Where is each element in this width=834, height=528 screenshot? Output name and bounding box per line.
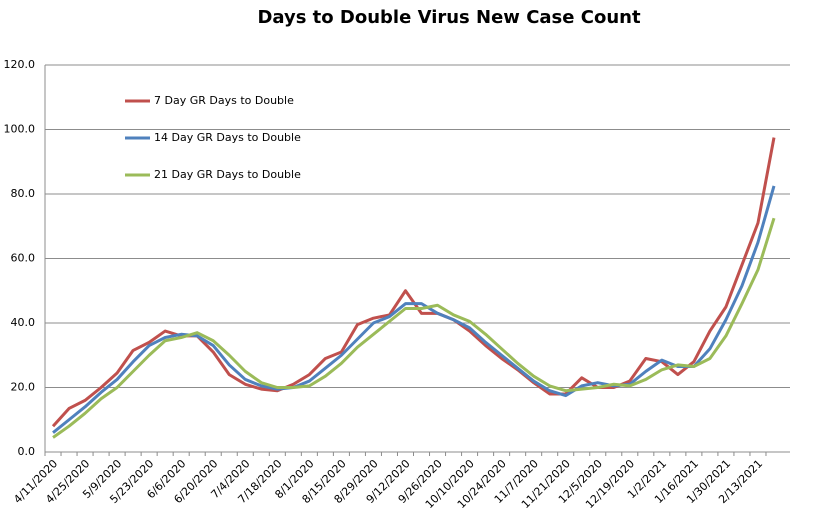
y-tick-label: 40.0 <box>11 316 36 329</box>
y-tick-label: 60.0 <box>11 252 36 265</box>
legend-label: 21 Day GR Days to Double <box>154 168 301 181</box>
y-tick-label: 0.0 <box>18 445 36 458</box>
series-line <box>52 217 776 439</box>
legend-label: 7 Day GR Days to Double <box>154 94 294 107</box>
y-tick-label: 80.0 <box>11 187 36 200</box>
legend-label: 14 Day GR Days to Double <box>154 131 301 144</box>
y-tick-label: 20.0 <box>11 381 36 394</box>
chart-title: Days to Double Virus New Case Count <box>257 7 641 28</box>
series-line <box>51 137 776 428</box>
series-line <box>52 185 776 434</box>
y-tick-label: 120.0 <box>4 58 36 71</box>
y-tick-label: 100.0 <box>4 123 36 136</box>
